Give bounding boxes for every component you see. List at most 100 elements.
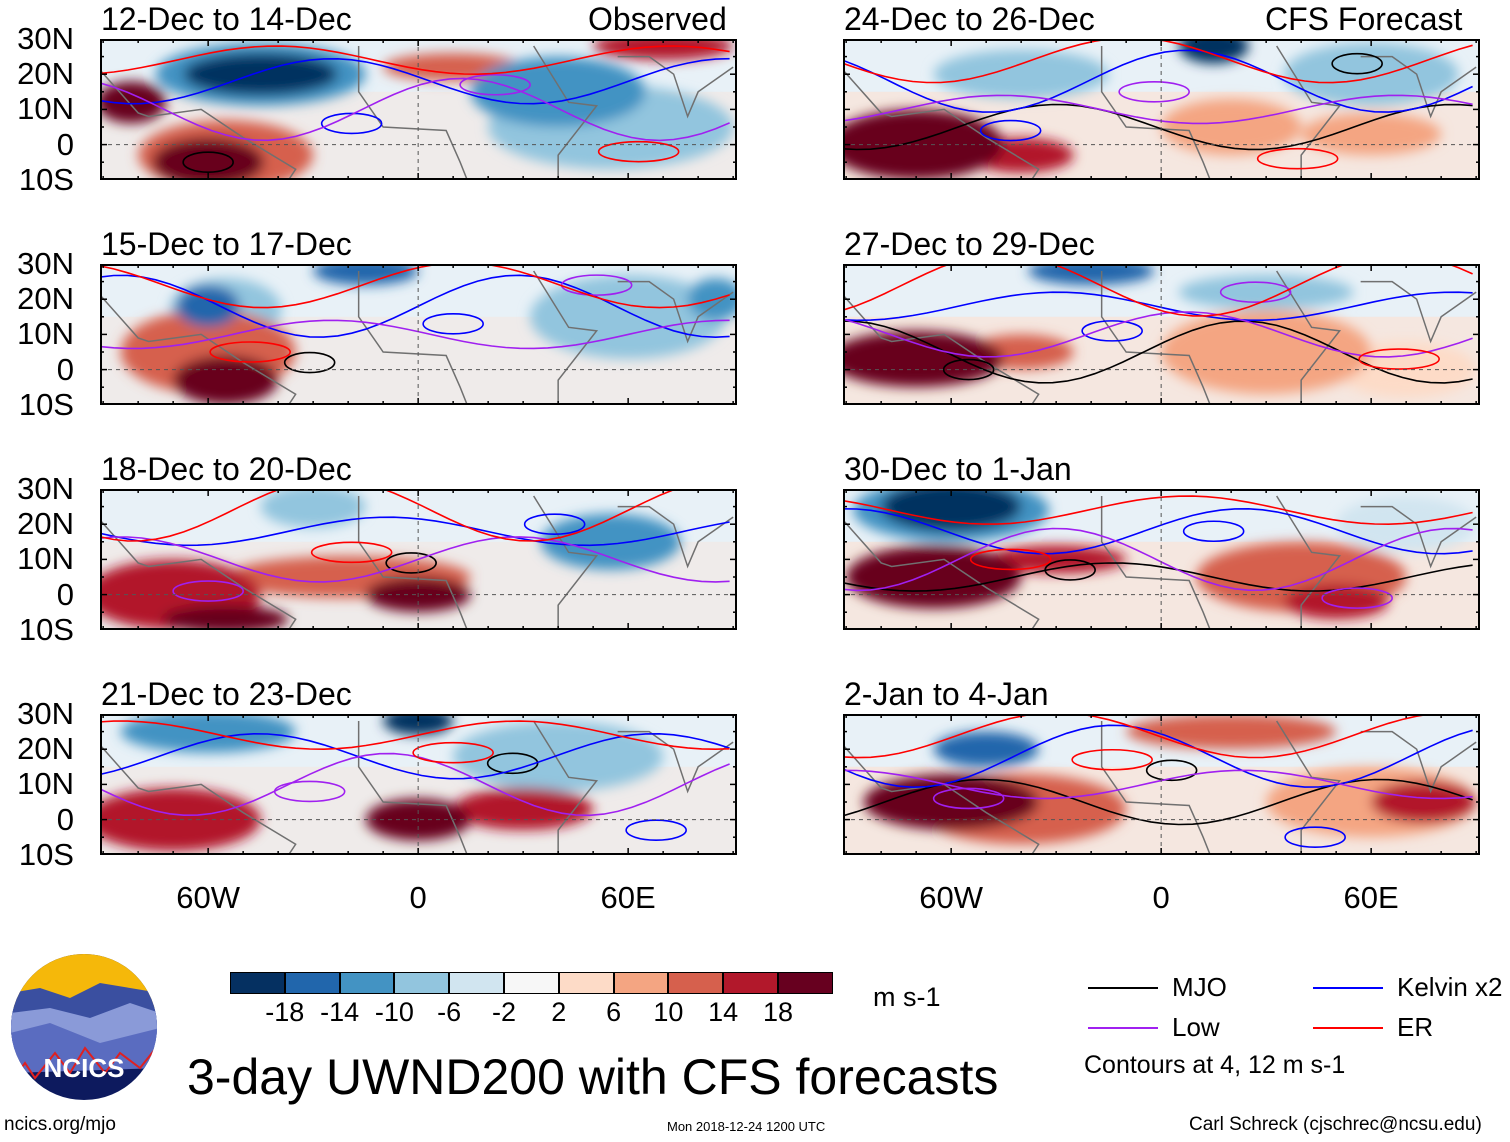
lat-tick-label: 20N <box>17 281 74 317</box>
coastline <box>100 45 734 180</box>
lat-tick-label: 30N <box>17 696 74 731</box>
contour-line <box>100 57 730 105</box>
lat-tick-label: 10S <box>18 161 74 197</box>
contour-line <box>843 562 1473 592</box>
colorbar-tick-label: -6 <box>437 997 462 1027</box>
colorbar-swatch <box>339 972 395 994</box>
contour-line <box>1118 80 1190 103</box>
lat-tick-label: 30N <box>17 471 74 506</box>
contour-line <box>100 264 730 309</box>
colorbar-swatch <box>230 972 285 994</box>
coastline <box>100 495 734 630</box>
lat-tick-label: 10N <box>17 316 74 352</box>
legend-line <box>1313 987 1383 989</box>
contour-line <box>843 103 1473 151</box>
lat-tick-label: 0 <box>56 126 74 162</box>
lat-tick-label: 10S <box>18 836 74 872</box>
lat-tick-label: 0 <box>56 576 74 612</box>
contour-line <box>1071 748 1153 771</box>
wind-anomaly-region <box>1178 274 1354 310</box>
colorbar-tick-label: 10 <box>653 997 684 1027</box>
wind-anomaly-region <box>176 285 240 328</box>
wind-anomaly-region <box>1126 714 1337 750</box>
figure-title: 3-day UWND200 with CFS forecasts <box>187 1049 999 1105</box>
contour-line <box>100 732 730 780</box>
contour-line <box>979 119 1042 142</box>
lat-tick-label: 10S <box>18 386 74 422</box>
contour-line <box>1321 587 1393 609</box>
panel-title: 2-Jan to 4-Jan <box>844 676 1049 712</box>
footer-timestamp: Mon 2018-12-24 1200 UTC <box>667 1119 826 1134</box>
contour-line <box>843 94 1473 125</box>
contour-line <box>843 291 1473 322</box>
wind-anomaly-region <box>1283 42 1459 106</box>
legend-line <box>1088 987 1158 989</box>
forecast-label: CFS Forecast <box>1265 1 1463 37</box>
colorbar-tick-label: 18 <box>762 997 794 1027</box>
contour-line <box>1182 520 1245 543</box>
contour-line <box>100 516 730 547</box>
lat-tick-label: 30N <box>17 21 74 56</box>
colorbar-swatch <box>449 972 504 994</box>
panel-title: 12-Dec to 14-Dec <box>101 1 352 37</box>
colorbar-swatch <box>723 972 778 994</box>
wind-anomaly-region <box>540 513 681 570</box>
wind-anomaly-region <box>1161 310 1372 394</box>
lat-tick-label: 30N <box>17 246 74 281</box>
lon-tick-label: 60W <box>176 880 241 915</box>
colorbar-tick-label: -18 <box>265 997 305 1027</box>
contour-line <box>625 819 687 841</box>
coastline <box>100 720 734 855</box>
ncics-logo: NCICS <box>11 954 157 1100</box>
wind-anomaly-region <box>1301 113 1442 156</box>
lat-tick-label: 20N <box>17 56 74 92</box>
panel-title: 21-Dec to 23-Dec <box>101 676 352 712</box>
contour-line <box>1284 826 1346 848</box>
panel-title: 15-Dec to 17-Dec <box>101 226 352 262</box>
wind-anomaly-region <box>260 489 366 528</box>
contour-line <box>422 313 484 335</box>
colorbar-tick-label: -2 <box>491 997 517 1027</box>
panel-title: 30-Dec to 1-Jan <box>844 451 1072 487</box>
contour-line <box>1256 147 1339 170</box>
footer-url[interactable]: ncics.org/mjo <box>4 1114 116 1135</box>
map-panel <box>100 489 737 630</box>
coastline <box>843 720 1477 855</box>
map-panel <box>100 39 737 180</box>
wind-anomaly-region <box>313 264 419 286</box>
panel-title: 24-Dec to 26-Dec <box>844 1 1095 37</box>
colorbar-tick-label: 14 <box>708 997 739 1027</box>
wind-anomaly-region <box>100 81 167 124</box>
wind-anomaly-region <box>1336 496 1477 553</box>
colorbar-swatch <box>778 972 833 994</box>
contour-line <box>969 548 1052 571</box>
coastline <box>843 495 1477 630</box>
contour-line <box>283 351 336 374</box>
contour-line <box>182 151 234 173</box>
lat-tick-label: 10S <box>18 611 74 647</box>
contour-line <box>320 112 383 135</box>
contour-line <box>310 541 393 564</box>
colorbar-tick-label: -10 <box>374 997 414 1027</box>
contour-line <box>1331 52 1383 75</box>
svg-text:NCICS: NCICS <box>44 1053 125 1083</box>
contour-line <box>843 527 1473 592</box>
contour-line <box>100 536 730 583</box>
wind-anomaly-region <box>1161 99 1302 155</box>
colorbar-tick-label: 6 <box>606 997 622 1027</box>
contour-line <box>1145 759 1198 782</box>
contour-line <box>843 49 1473 113</box>
footer-author: Carl Schreck (cjschrec@ncsu.edu) <box>1189 1114 1482 1135</box>
contour-line <box>486 752 539 775</box>
contour-line <box>942 358 995 381</box>
legend-label: MJO <box>1172 972 1227 1002</box>
contour-line <box>1358 348 1440 370</box>
wind-anomaly-region <box>1371 781 1477 823</box>
wind-anomaly-region <box>1028 264 1155 286</box>
lon-tick-label: 0 <box>1152 880 1170 915</box>
map-panel <box>843 489 1480 630</box>
legend-label: Low <box>1172 1012 1220 1042</box>
wind-anomaly-region <box>843 331 1004 388</box>
colorbar-swatch <box>613 972 669 994</box>
